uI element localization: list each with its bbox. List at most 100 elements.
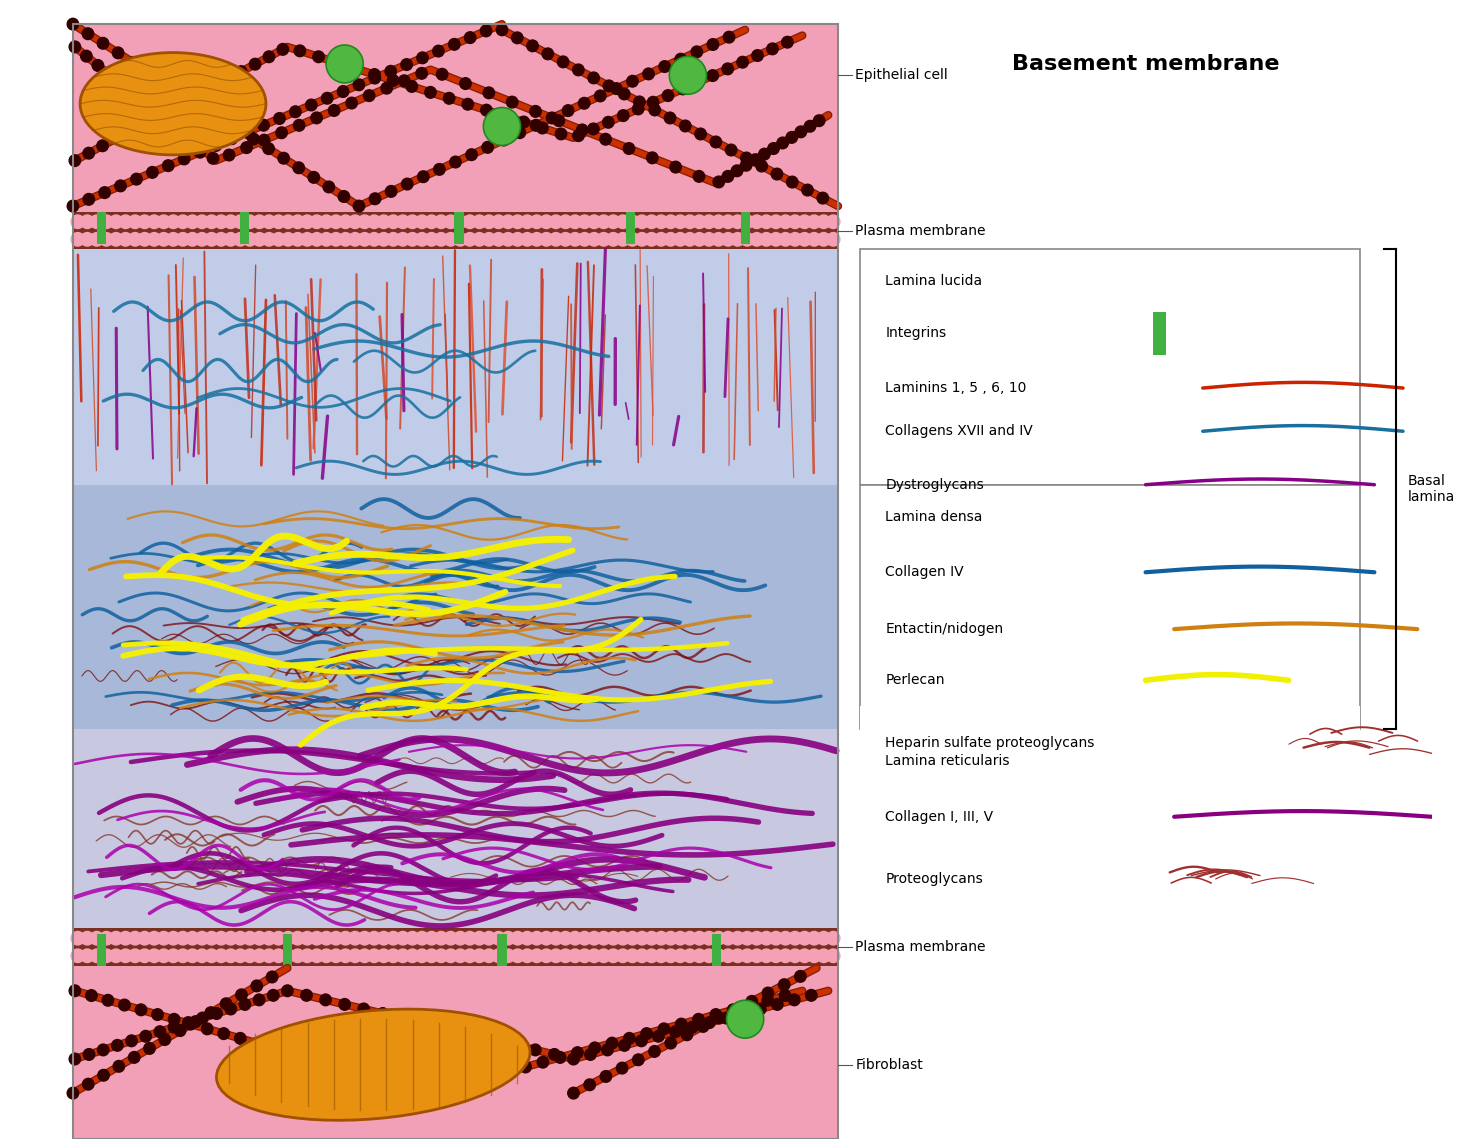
Circle shape — [167, 233, 180, 246]
Circle shape — [779, 990, 790, 1001]
Circle shape — [741, 152, 752, 164]
Circle shape — [482, 931, 495, 945]
Circle shape — [659, 1023, 669, 1035]
Circle shape — [579, 931, 592, 945]
Circle shape — [291, 931, 304, 945]
Circle shape — [137, 215, 152, 228]
Circle shape — [760, 215, 773, 228]
Circle shape — [110, 931, 123, 945]
Circle shape — [167, 931, 180, 945]
Circle shape — [557, 56, 568, 67]
Circle shape — [722, 948, 735, 962]
Circle shape — [808, 948, 821, 962]
Circle shape — [617, 931, 630, 945]
Circle shape — [671, 161, 681, 173]
Circle shape — [549, 931, 562, 945]
Circle shape — [450, 156, 462, 168]
Circle shape — [466, 149, 478, 161]
Circle shape — [243, 215, 257, 228]
Circle shape — [432, 46, 444, 57]
Bar — [73, 484, 839, 730]
Circle shape — [399, 75, 411, 87]
Circle shape — [713, 176, 725, 188]
Circle shape — [80, 50, 92, 62]
Circle shape — [703, 948, 716, 962]
Circle shape — [196, 931, 209, 945]
Circle shape — [425, 215, 438, 228]
Circle shape — [91, 931, 104, 945]
Circle shape — [210, 1008, 222, 1019]
Circle shape — [294, 162, 304, 173]
Circle shape — [308, 171, 320, 184]
Circle shape — [162, 160, 174, 171]
Circle shape — [129, 1051, 140, 1064]
Circle shape — [291, 233, 304, 246]
Circle shape — [749, 931, 764, 945]
Circle shape — [730, 1004, 741, 1016]
Circle shape — [722, 931, 735, 945]
Circle shape — [579, 948, 592, 962]
Circle shape — [205, 1007, 216, 1018]
Circle shape — [400, 59, 412, 71]
Circle shape — [377, 215, 390, 228]
Circle shape — [224, 931, 237, 945]
Circle shape — [263, 142, 275, 154]
Circle shape — [674, 233, 687, 246]
Circle shape — [377, 233, 390, 246]
Circle shape — [771, 169, 783, 180]
Circle shape — [687, 1021, 698, 1033]
Circle shape — [152, 1009, 164, 1020]
Circle shape — [697, 1020, 709, 1032]
Circle shape — [172, 86, 184, 97]
Circle shape — [139, 117, 150, 129]
Circle shape — [243, 931, 257, 945]
Circle shape — [190, 1016, 202, 1027]
Circle shape — [549, 233, 562, 246]
Circle shape — [463, 948, 476, 962]
Circle shape — [267, 1042, 279, 1053]
Circle shape — [568, 215, 581, 228]
Circle shape — [482, 233, 495, 246]
Circle shape — [747, 995, 757, 1008]
Circle shape — [186, 215, 199, 228]
Circle shape — [712, 215, 725, 228]
Circle shape — [158, 948, 171, 962]
Circle shape — [232, 123, 244, 136]
Circle shape — [406, 233, 419, 246]
Circle shape — [241, 141, 253, 154]
Circle shape — [323, 181, 335, 193]
Circle shape — [519, 116, 529, 128]
Circle shape — [118, 931, 131, 945]
Circle shape — [481, 25, 492, 36]
Circle shape — [194, 146, 206, 158]
Text: Plasma membrane: Plasma membrane — [855, 940, 986, 954]
Circle shape — [178, 153, 190, 165]
Circle shape — [99, 931, 112, 945]
Circle shape — [434, 1021, 446, 1033]
Circle shape — [741, 160, 752, 171]
Circle shape — [722, 233, 735, 246]
Circle shape — [449, 39, 460, 50]
Circle shape — [789, 215, 802, 228]
Circle shape — [118, 1000, 130, 1011]
Bar — [627, 212, 636, 244]
Circle shape — [492, 948, 506, 962]
Circle shape — [636, 948, 649, 962]
Circle shape — [158, 215, 171, 228]
Circle shape — [741, 948, 754, 962]
Circle shape — [98, 1044, 110, 1056]
Circle shape — [139, 97, 149, 108]
Circle shape — [520, 233, 533, 246]
Circle shape — [337, 190, 349, 202]
Circle shape — [749, 215, 764, 228]
Circle shape — [573, 64, 584, 75]
Bar — [859, 484, 1360, 730]
Circle shape — [817, 193, 828, 204]
Circle shape — [568, 1053, 579, 1065]
Circle shape — [320, 931, 333, 945]
Circle shape — [653, 1031, 665, 1042]
Circle shape — [579, 233, 592, 246]
Text: Lamina lucida: Lamina lucida — [885, 275, 982, 288]
Circle shape — [795, 970, 806, 983]
Circle shape — [321, 92, 333, 104]
